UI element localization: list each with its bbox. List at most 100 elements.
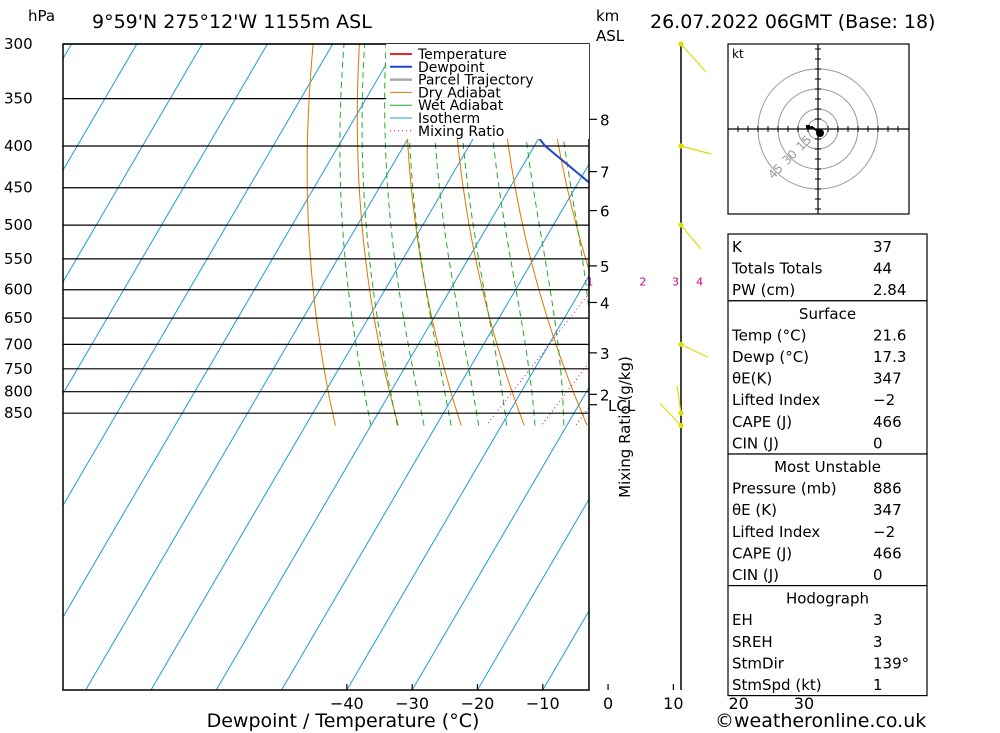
wet-adiabat-line bbox=[552, 44, 589, 316]
km-tick-label: 7 bbox=[600, 164, 610, 182]
mixing-ratio-line bbox=[637, 290, 736, 426]
x-tick-label: −30 bbox=[395, 694, 429, 713]
dry-adiabat-line bbox=[306, 44, 336, 426]
mixing-ratio-label: 4 bbox=[696, 276, 703, 289]
isotherm-line bbox=[63, 44, 138, 172]
legend-label: Parcel Trajectory bbox=[418, 73, 534, 89]
isotherm-line bbox=[477, 498, 589, 690]
wind-barb-column bbox=[659, 41, 712, 690]
datetime-title: 26.07.2022 06GMT (Base: 18) bbox=[650, 11, 935, 33]
stats-label: Lifted Index bbox=[732, 523, 820, 541]
x-axis-title: Dewpoint / Temperature (°C) bbox=[207, 710, 480, 732]
legend-label: Dewpoint bbox=[418, 60, 485, 76]
x-tick-label: −20 bbox=[461, 694, 495, 713]
isotherm-line bbox=[63, 44, 203, 283]
x-tick-label: 10 bbox=[663, 694, 683, 713]
stats-value: 3 bbox=[873, 611, 883, 629]
legend-label: Wet Adiabat bbox=[418, 98, 504, 114]
isotherm-line bbox=[150, 44, 530, 690]
stats-value: 347 bbox=[873, 370, 902, 388]
stats-section-box bbox=[727, 453, 928, 587]
copyright-footer: ©weatheronline.co.uk bbox=[715, 710, 926, 732]
stats-value: 3 bbox=[873, 633, 883, 651]
pressure-label: 350 bbox=[4, 90, 33, 108]
isotherm-line bbox=[411, 386, 589, 690]
pressure-label: 400 bbox=[4, 137, 33, 155]
km-tick-label: 6 bbox=[600, 203, 610, 221]
km-tick-label: 5 bbox=[600, 258, 610, 276]
stats-value: 1 bbox=[873, 676, 883, 694]
km-tick-label: 2 bbox=[600, 386, 610, 404]
wet-adiabat-line bbox=[516, 44, 565, 426]
dry-adiabat-line bbox=[591, 44, 713, 426]
isotherm-line bbox=[63, 44, 399, 619]
wet-adiabat-line bbox=[431, 44, 480, 426]
legend-label: Isotherm bbox=[418, 111, 480, 127]
stats-section-title: Hodograph bbox=[786, 590, 869, 608]
wind-barb bbox=[659, 403, 682, 426]
lcl-label: LCL bbox=[608, 397, 636, 415]
wet-adiabat-line bbox=[485, 44, 536, 426]
wind-barb bbox=[676, 385, 682, 414]
stats-label: CAPE (J) bbox=[732, 413, 792, 431]
stats-value: 44 bbox=[873, 260, 892, 278]
height-km-ticks: 8 7 6 5 4 3 2 bbox=[589, 111, 610, 404]
stats-label: K bbox=[732, 238, 743, 256]
wind-barb bbox=[680, 224, 702, 250]
x-tick-label: −10 bbox=[526, 694, 560, 713]
temperature-tick-labels: −40 −30 −20 −10 0 10 20 30 bbox=[330, 684, 814, 713]
km-tick-label: 8 bbox=[600, 111, 610, 129]
plot-frame bbox=[62, 43, 590, 691]
stats-label: CIN (J) bbox=[732, 434, 779, 452]
stats-label: Lifted Index bbox=[732, 391, 820, 409]
wet-adiabat-line bbox=[384, 44, 425, 426]
isotherm-line bbox=[63, 44, 268, 395]
stats-section-box bbox=[727, 233, 928, 302]
dry-adiabat-line bbox=[544, 44, 589, 272]
x-tick-label: 20 bbox=[728, 694, 748, 713]
stats-value: 21.6 bbox=[873, 326, 906, 344]
pressure-label: 500 bbox=[4, 216, 33, 234]
mixing-ratio-line bbox=[485, 292, 589, 426]
km-tick-label: 3 bbox=[600, 345, 610, 363]
wet-adiabat-line bbox=[639, 44, 665, 426]
stats-label: CIN (J) bbox=[732, 566, 779, 584]
mixing-ratio-label: 3 bbox=[672, 276, 679, 289]
x-tick-label: −40 bbox=[330, 694, 364, 713]
wind-barb-dot bbox=[678, 143, 684, 149]
isotherm-line bbox=[346, 274, 589, 690]
wet-adiabat-line bbox=[680, 44, 708, 426]
stats-value: 347 bbox=[873, 501, 902, 519]
mixing-ratio-label: 2 bbox=[639, 276, 646, 289]
location-title: 9°59'N 275°12'W 1155m ASL bbox=[92, 11, 372, 33]
wind-barb bbox=[680, 43, 707, 73]
pressure-tick-labels: 300 350 400 450 500 550 600 650 700 750 800 850 bbox=[4, 35, 33, 422]
stats-label: θE (K) bbox=[732, 501, 777, 519]
isotherm-line bbox=[215, 51, 589, 690]
stats-label: θE(K) bbox=[732, 370, 772, 388]
pressure-label: 450 bbox=[4, 179, 33, 197]
stats-table: K 37 Totals Totals 44 PW (cm) 2.84 Surface Temp… bbox=[727, 233, 928, 697]
asl-axis-label: ASL bbox=[596, 27, 625, 45]
storm-motion-dot bbox=[816, 129, 824, 137]
dry-adiabat-line bbox=[961, 44, 1000, 426]
hodograph-start-marker bbox=[806, 125, 810, 129]
stats-value: 17.3 bbox=[873, 348, 906, 366]
mixing-ratio-axis-title: Mixing Ratio (g/kg) bbox=[616, 356, 634, 498]
pressure-label: 750 bbox=[4, 360, 33, 378]
km-axis-label: km bbox=[596, 7, 619, 25]
isotherm-line bbox=[935, 44, 1000, 690]
stats-label: CAPE (J) bbox=[732, 544, 792, 562]
hodograph-unit-label: kt bbox=[732, 47, 744, 61]
stats-value: 0 bbox=[873, 434, 883, 452]
stats-label: Totals Totals bbox=[731, 260, 823, 278]
legend-label: Dry Adiabat bbox=[418, 85, 501, 101]
stats-value: 0 bbox=[873, 566, 883, 584]
pressure-label: 550 bbox=[4, 250, 33, 268]
pressure-label: 650 bbox=[4, 309, 33, 327]
lcl-marker: LCL bbox=[589, 397, 636, 415]
stats-value: 37 bbox=[873, 238, 892, 256]
